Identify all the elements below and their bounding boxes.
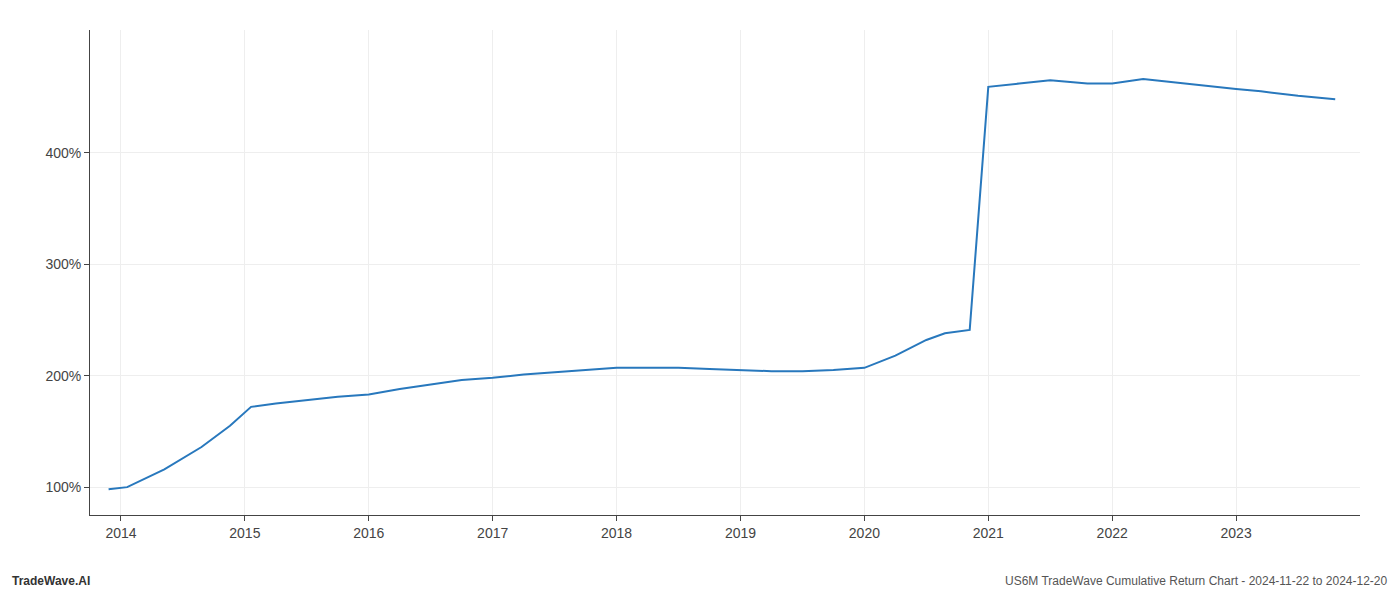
svg-text:2020: 2020 [849, 525, 880, 541]
svg-text:2015: 2015 [229, 525, 260, 541]
svg-text:US6M TradeWave Cumulative Retu: US6M TradeWave Cumulative Return Chart -… [1005, 574, 1388, 588]
svg-text:200%: 200% [45, 368, 81, 384]
svg-text:2023: 2023 [1221, 525, 1252, 541]
svg-text:2018: 2018 [601, 525, 632, 541]
svg-text:2021: 2021 [973, 525, 1004, 541]
svg-text:TradeWave.AI: TradeWave.AI [12, 574, 90, 588]
svg-text:300%: 300% [45, 256, 81, 272]
svg-text:2022: 2022 [1097, 525, 1128, 541]
svg-text:2017: 2017 [477, 525, 508, 541]
svg-text:2019: 2019 [725, 525, 756, 541]
svg-text:2014: 2014 [105, 525, 136, 541]
svg-text:400%: 400% [45, 145, 81, 161]
svg-text:2016: 2016 [353, 525, 384, 541]
svg-text:100%: 100% [45, 479, 81, 495]
